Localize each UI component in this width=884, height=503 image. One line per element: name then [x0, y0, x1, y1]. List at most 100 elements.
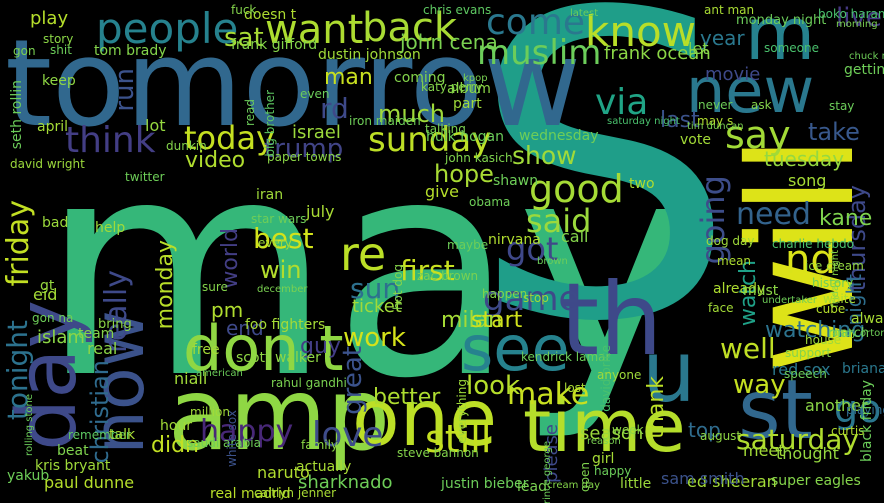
cloud-word: sun: [350, 272, 401, 305]
cloud-word: give: [425, 182, 459, 201]
cloud-word: august: [700, 429, 742, 443]
cloud-word: girl: [592, 451, 615, 467]
cloud-word: look: [466, 371, 521, 401]
cloud-word: chris evans: [423, 3, 492, 17]
cloud-word: april: [37, 119, 69, 135]
cloud-word: dunkin: [166, 139, 207, 153]
cloud-word: tim duncan: [687, 121, 744, 132]
cloud-word: call: [561, 227, 589, 246]
cloud-word: million: [190, 405, 230, 419]
cloud-word: super eagles: [771, 473, 861, 489]
cloud-word: real madrid: [210, 486, 291, 502]
cloud-word: hope: [434, 160, 494, 188]
cloud-word: caitlyn jenner: [254, 486, 337, 500]
cloud-word: free: [192, 342, 220, 358]
cloud-word: already: [713, 281, 766, 297]
cloud-word: better: [373, 385, 441, 410]
cloud-word: monday: [153, 240, 178, 330]
cloud-word: never: [698, 98, 733, 112]
cloud-word: first: [400, 254, 455, 287]
cloud-word: john cena: [400, 30, 498, 54]
cloud-word: new: [686, 54, 815, 127]
cloud-word: family: [301, 438, 339, 452]
cloud-word: curtis: [831, 424, 865, 438]
cloud-word: yakub: [7, 468, 50, 484]
cloud-word: best: [253, 222, 314, 255]
cloud-word: lead: [517, 479, 547, 495]
cloud-word: white: [823, 292, 856, 306]
cloud-word: st: [738, 363, 813, 458]
cloud-word: talking: [425, 122, 466, 136]
cloud-word: much: [378, 100, 445, 128]
cloud-word: vote: [680, 132, 711, 148]
cloud-word: monday night: [736, 13, 827, 28]
cloud-word: lost: [564, 381, 586, 395]
cloud-word: maybe: [447, 238, 489, 252]
cloud-word: ask: [751, 98, 772, 112]
cloud-word: open: [578, 462, 592, 492]
cloud-word: face: [708, 301, 734, 315]
cloud-word: run: [110, 68, 140, 112]
cloud-word: prince george: [542, 441, 553, 503]
cloud-word: muslim: [477, 33, 602, 73]
cloud-word: read: [243, 99, 257, 127]
cloud-word: lot: [145, 116, 166, 135]
cloud-word: actually: [296, 459, 352, 475]
cloud-word: good: [529, 167, 624, 211]
cloud-word: today: [184, 119, 275, 157]
cloud-word: gon na: [32, 311, 74, 325]
cloud-word: gon: [13, 44, 36, 58]
cloud-word: red sox: [772, 360, 831, 379]
cloud-word: week: [612, 423, 644, 437]
cloud-word: another: [805, 396, 868, 415]
cloud-word: happy: [594, 464, 632, 478]
cloud-word: two: [629, 176, 655, 192]
cloud-word: ant man: [704, 3, 755, 17]
cloud-word: david wright: [10, 157, 85, 171]
cloud-word: kris bryant: [35, 458, 111, 474]
cloud-word: need: [736, 197, 811, 232]
cloud-word: someone: [764, 41, 819, 55]
cloud-word: justin bieber: [441, 476, 529, 492]
cloud-word: work: [343, 323, 406, 353]
cloud-word: bad: [42, 215, 69, 231]
cloud-word: help: [95, 220, 126, 236]
cloud-word: mean: [717, 254, 752, 268]
cloud-word: black friday: [859, 380, 875, 462]
cloud-word: undertaker: [762, 295, 818, 306]
cloud-word: cube: [816, 302, 846, 316]
cloud-word: video: [185, 148, 246, 173]
cloud-word: want: [265, 7, 364, 53]
cloud-word: season: [580, 423, 644, 444]
cloud-word: frank ocean: [604, 43, 711, 64]
cloud-word: stay: [829, 99, 855, 113]
cloud-word: kpop: [463, 73, 488, 84]
cloud-word: time: [523, 384, 686, 468]
cloud-word: israel: [292, 122, 341, 143]
cloud-word: hot dog: [391, 264, 405, 311]
cloud-word: beat: [57, 443, 89, 459]
cloud-word: reason: [587, 436, 621, 447]
cloud-word: happen: [482, 287, 528, 301]
cloud-word: naruto: [257, 463, 310, 482]
cloud-word: may s: [697, 114, 734, 128]
cloud-word: remember: [68, 428, 131, 442]
cloud-word: last: [660, 108, 700, 133]
cloud-word: scott walker: [236, 350, 321, 366]
cloud-word: guy: [300, 334, 341, 359]
cloud-word: say: [725, 113, 791, 157]
cloud-word: movie: [705, 64, 761, 85]
cloud-word: know: [585, 7, 696, 56]
cloud-word: star wars: [251, 212, 307, 226]
cloud-word: everything: [455, 379, 469, 444]
cloud-word: people: [96, 4, 239, 53]
cloud-word: game: [483, 279, 580, 319]
cloud-word: sat: [224, 23, 264, 53]
cloud-word: islam: [37, 327, 85, 348]
cloud-word: win: [260, 256, 302, 284]
cloud-word: think: [65, 120, 156, 161]
cloud-word: coming: [394, 70, 446, 86]
cloud-word: support: [785, 346, 832, 360]
cloud-word: steve bannon: [397, 446, 479, 460]
